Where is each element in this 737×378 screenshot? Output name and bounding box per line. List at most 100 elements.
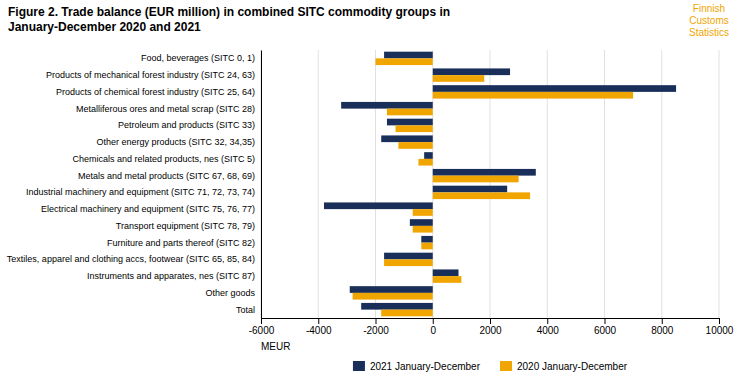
grid-line bbox=[719, 50, 720, 318]
x-tick-mark bbox=[662, 318, 663, 324]
grid-line bbox=[375, 50, 376, 318]
x-tick-mark bbox=[376, 318, 377, 324]
y-tick: Other goods bbox=[205, 288, 255, 298]
y-tick: Metals and metal products (SITC 67, 68, … bbox=[78, 171, 255, 181]
x-tick-mark bbox=[719, 318, 720, 324]
x-tick-label: 6000 bbox=[594, 325, 617, 336]
x-tick: -6000 bbox=[249, 318, 275, 336]
bar bbox=[410, 219, 433, 226]
y-tick: Electrical machinery and equipment (SITC… bbox=[41, 204, 255, 214]
x-tick: 6000 bbox=[594, 318, 617, 336]
grid-line bbox=[318, 50, 319, 318]
x-tick: 0 bbox=[430, 318, 436, 336]
legend-label: 2021 January-December bbox=[370, 361, 481, 372]
bar bbox=[433, 269, 459, 276]
bar bbox=[361, 303, 433, 310]
y-axis-line bbox=[261, 51, 262, 319]
bar bbox=[387, 109, 433, 116]
y-tick: Transport equipment (SITC 78, 79) bbox=[116, 221, 255, 231]
bar bbox=[384, 259, 433, 266]
bar bbox=[424, 152, 433, 159]
x-tick: 4000 bbox=[537, 318, 560, 336]
annotation: FinnishCustomsStatistics bbox=[689, 3, 729, 38]
x-tick-label: -4000 bbox=[306, 325, 332, 336]
bar bbox=[433, 276, 462, 283]
y-tick-label: Metals and metal products (SITC 67, 68, … bbox=[78, 171, 255, 181]
y-tick-label: Other energy products (SITC 32, 34,35) bbox=[96, 137, 255, 147]
y-tick-label: Total bbox=[236, 305, 255, 315]
annotation-line: Customs bbox=[689, 15, 728, 26]
bar bbox=[350, 286, 433, 293]
chart-container: Figure 2. Trade balance (EUR million) in… bbox=[0, 0, 737, 378]
bar bbox=[433, 68, 510, 75]
bar bbox=[413, 209, 433, 216]
y-tick: Metalliferous ores and metal scrap (SITC… bbox=[76, 104, 255, 114]
bar bbox=[384, 52, 433, 59]
y-tick-label: Petroleum and products (SITC 33) bbox=[118, 120, 255, 130]
bar-series bbox=[324, 52, 676, 310]
y-tick-label: Transport equipment (SITC 78, 79) bbox=[116, 221, 255, 231]
y-tick: Products of chemical forest industry (SI… bbox=[56, 87, 255, 97]
bar bbox=[418, 159, 432, 166]
x-tick-label: 2000 bbox=[479, 325, 502, 336]
x-tick-label: 10000 bbox=[706, 325, 734, 336]
x-axis: -6000-4000-20000200040006000800010000 bbox=[249, 318, 734, 336]
annotation-line: Statistics bbox=[689, 27, 729, 38]
y-tick-label: Metalliferous ores and metal scrap (SITC… bbox=[76, 104, 255, 114]
y-tick: Total bbox=[236, 305, 255, 315]
bar bbox=[381, 135, 433, 142]
y-tick-label: Electrical machinery and equipment (SITC… bbox=[41, 204, 255, 214]
bar bbox=[341, 102, 433, 109]
bar bbox=[398, 142, 432, 149]
x-tick: 2000 bbox=[479, 318, 502, 336]
legend-swatch bbox=[500, 361, 512, 371]
y-tick-label: Industrial machinery and equipment (SITC… bbox=[26, 187, 255, 197]
bars bbox=[324, 52, 676, 317]
y-axis: Food, beverages (SITC 0, 1) Products of m… bbox=[7, 51, 262, 319]
bar bbox=[433, 169, 536, 176]
bar bbox=[433, 192, 530, 199]
x-tick: -4000 bbox=[306, 318, 332, 336]
bar bbox=[381, 310, 433, 317]
legend-swatch bbox=[353, 361, 365, 371]
bar bbox=[433, 92, 633, 99]
y-tick: Instruments and apparates, nes (SITC 87) bbox=[87, 271, 255, 281]
bar bbox=[376, 58, 433, 65]
bar bbox=[433, 176, 519, 183]
title: Figure 2. Trade balance (EUR million) in… bbox=[8, 5, 450, 19]
y-tick-label: Furniture and parts thereof (SITC 82) bbox=[107, 238, 255, 248]
bar-series bbox=[353, 58, 634, 316]
x-tick-label: 8000 bbox=[651, 325, 674, 336]
x-axis-title: MEUR bbox=[261, 341, 290, 352]
x-tick-mark bbox=[318, 318, 319, 324]
x-tick-label: 0 bbox=[430, 325, 436, 336]
y-tick: Other energy products (SITC 32, 34,35) bbox=[96, 137, 255, 147]
x-tick-mark bbox=[605, 318, 606, 324]
x-axis-line bbox=[262, 319, 720, 325]
x-tick-label: 4000 bbox=[537, 325, 560, 336]
legend-label: 2020 January-December bbox=[517, 361, 628, 372]
legend-item: 2020 January-December bbox=[500, 361, 628, 372]
y-tick-label: Instruments and apparates, nes (SITC 87) bbox=[87, 271, 255, 281]
y-tick-label: Textiles, apparel and clothing accs, foo… bbox=[7, 254, 255, 264]
x-tick: 10000 bbox=[706, 318, 734, 336]
bar bbox=[387, 119, 433, 126]
y-tick: Industrial machinery and equipment (SITC… bbox=[26, 187, 255, 197]
y-tick: Food, beverages (SITC 0, 1) bbox=[141, 53, 255, 63]
x-tick: 8000 bbox=[651, 318, 674, 336]
bar bbox=[324, 202, 433, 209]
annotation-line: Finnish bbox=[693, 3, 725, 14]
bar bbox=[413, 226, 433, 233]
x-tick-mark bbox=[490, 318, 491, 324]
bar bbox=[421, 236, 432, 243]
bar bbox=[433, 85, 676, 92]
y-tick-label: Products of mechanical forest industry (… bbox=[46, 70, 255, 80]
bar bbox=[353, 293, 433, 300]
chart: Figure 2. Trade balance (EUR million) in… bbox=[0, 0, 737, 378]
x-tick-mark bbox=[261, 318, 262, 324]
bar bbox=[384, 253, 433, 260]
legend: 2021 January-December 2020 January-Decemb… bbox=[353, 361, 628, 372]
legend-item: 2021 January-December bbox=[353, 361, 481, 372]
y-tick: Petroleum and products (SITC 33) bbox=[118, 120, 255, 130]
x-tick-label: -6000 bbox=[249, 325, 275, 336]
